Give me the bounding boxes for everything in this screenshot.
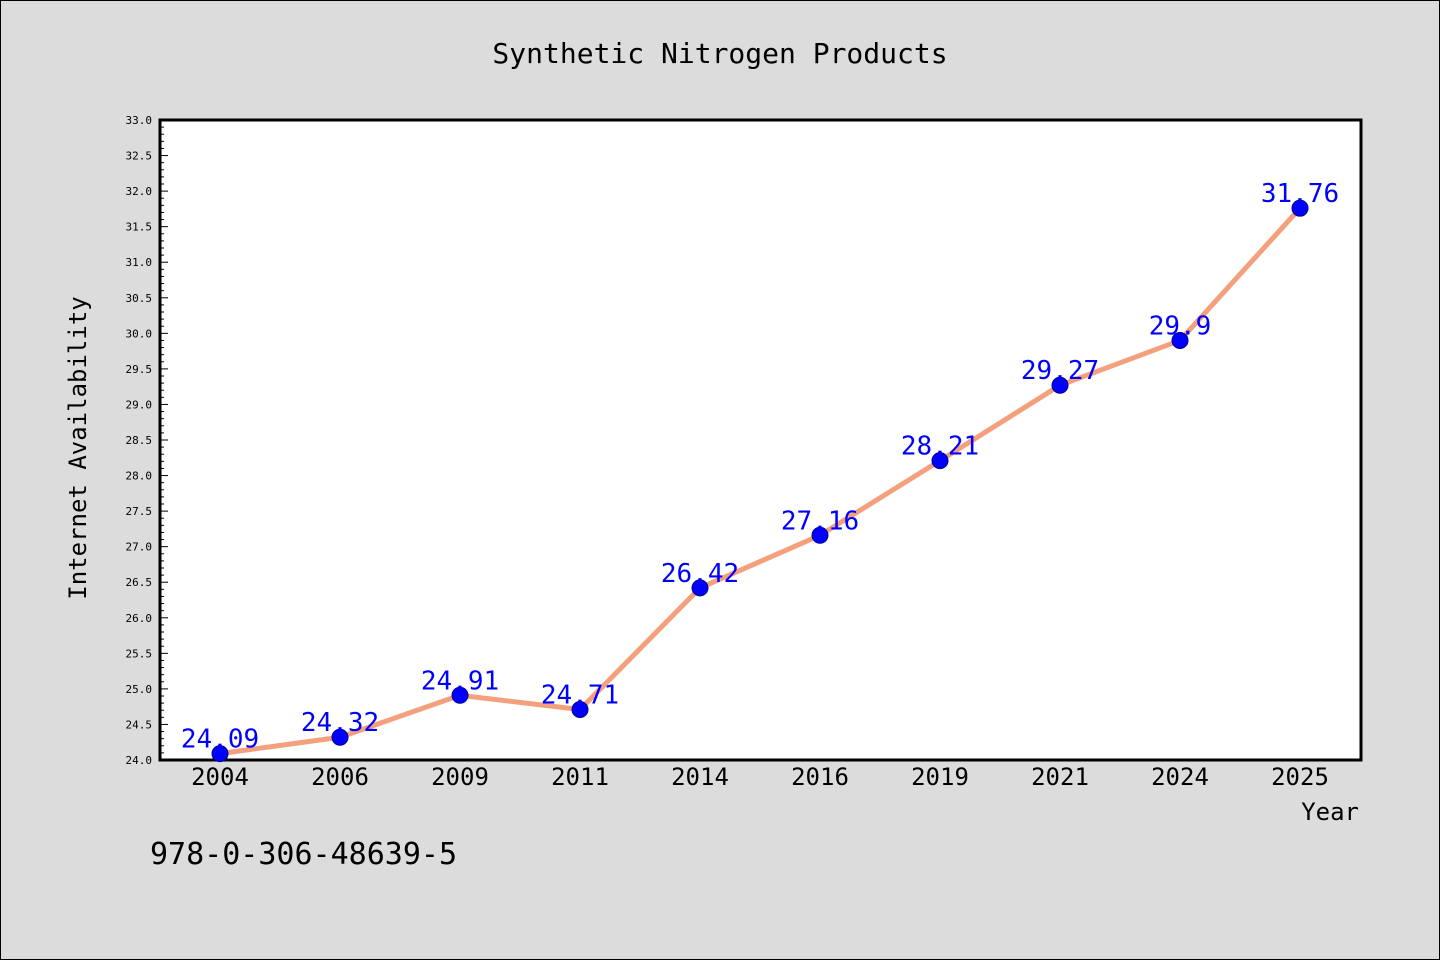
data-label: 28.21 <box>901 432 979 462</box>
data-label: 26.42 <box>661 559 739 589</box>
data-point <box>571 701 589 719</box>
y-tick-label: 30.5 <box>126 292 153 305</box>
data-label: 24.32 <box>301 708 379 738</box>
x-tick-label: 2009 <box>431 763 489 791</box>
data-point <box>691 579 709 597</box>
y-tick-label: 24.0 <box>126 754 153 767</box>
y-tick-label: 31.0 <box>126 256 153 269</box>
data-point <box>451 686 469 704</box>
y-tick-label: 29.0 <box>126 398 153 411</box>
y-tick-label: 25.0 <box>126 683 153 696</box>
x-tick-label: 2014 <box>671 763 729 791</box>
y-tick-label: 32.5 <box>126 150 153 163</box>
y-tick-label: 31.5 <box>126 221 153 234</box>
x-tick-label: 2004 <box>191 763 249 791</box>
x-tick-label: 2024 <box>1151 763 1209 791</box>
data-label: 24.71 <box>541 681 619 711</box>
series-group: 24.09 24.32 24.91 24.71 26.42 27.16 28.21 29.27… <box>181 179 1339 763</box>
y-tick-label: 32.0 <box>126 185 153 198</box>
x-tick-label: 2019 <box>911 763 969 791</box>
x-tick-label: 2025 <box>1271 763 1329 791</box>
x-tick-label: 2011 <box>551 763 609 791</box>
data-point <box>931 452 949 470</box>
isbn-annotation: 978-0-306-48639-5 <box>150 837 457 872</box>
y-tick-label: 27.0 <box>126 541 153 554</box>
data-label: 31.76 <box>1261 179 1339 209</box>
data-point <box>331 728 349 746</box>
y-tick-label: 28.0 <box>126 470 153 483</box>
y-tick-label: 26.0 <box>126 612 153 625</box>
data-point <box>1171 331 1189 349</box>
data-label: 29.27 <box>1021 356 1099 386</box>
y-tick-label: 30.0 <box>126 327 153 340</box>
x-tick-label: 2021 <box>1031 763 1089 791</box>
plot-area <box>158 118 1363 762</box>
data-label: 24.91 <box>421 666 499 696</box>
data-point <box>211 745 229 763</box>
y-axis: 24.0 24.5 25.0 25.5 26.0 26.5 27.0 27.5 28.0 28.5… <box>126 114 168 767</box>
x-tick-label: 2006 <box>311 763 369 791</box>
data-point <box>811 526 829 544</box>
y-tick-label: 24.5 <box>126 718 153 731</box>
x-axis: 2004 2006 2009 2011 2014 2016 2019 2021 2024 2025 <box>191 763 1329 791</box>
y-axis-label: Internet Availability <box>64 296 92 599</box>
y-tick-label: 28.5 <box>126 434 153 447</box>
data-label: 27.16 <box>781 506 859 536</box>
y-tick-label: 27.5 <box>126 505 153 518</box>
data-point <box>1051 376 1069 394</box>
x-tick-label: 2016 <box>791 763 849 791</box>
data-label: 24.09 <box>181 725 259 755</box>
data-point <box>1291 199 1309 217</box>
x-axis-label: Year <box>1301 798 1359 826</box>
y-tick-label: 33.0 <box>126 114 153 127</box>
y-tick-label: 25.5 <box>126 647 153 660</box>
y-tick-label: 29.5 <box>126 363 153 376</box>
series-line <box>217 205 1303 757</box>
chart-title: Synthetic Nitrogen Products <box>492 37 947 70</box>
data-label: 29.9 <box>1149 311 1212 341</box>
y-tick-label: 26.5 <box>126 576 153 589</box>
